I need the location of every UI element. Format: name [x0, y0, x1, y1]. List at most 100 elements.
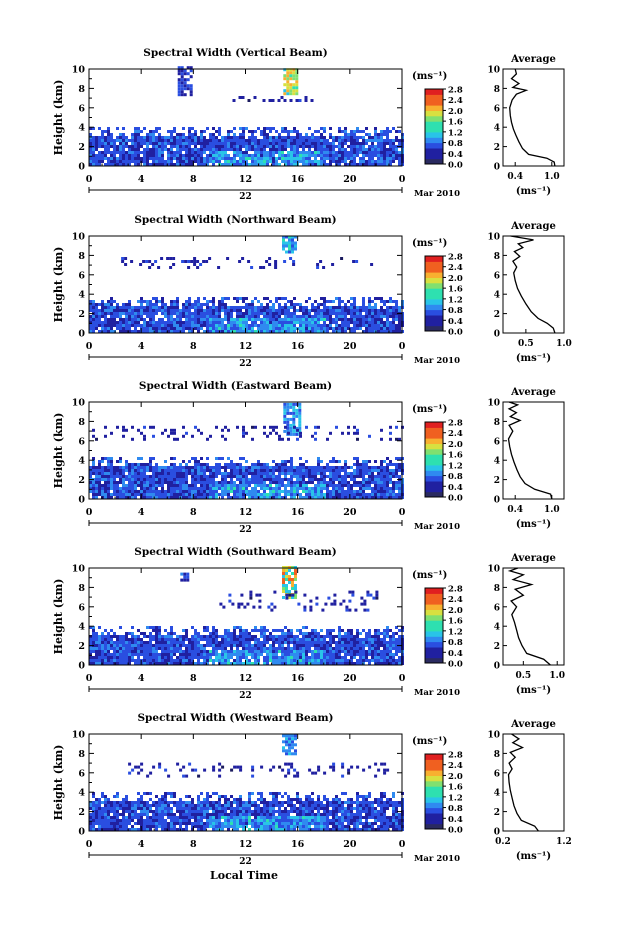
data-cell — [263, 641, 266, 644]
data-cell — [196, 266, 200, 269]
data-cell — [286, 405, 290, 409]
data-cell — [98, 463, 101, 466]
data-cell — [140, 303, 143, 306]
data-cell — [292, 402, 296, 406]
data-cell — [197, 659, 200, 662]
data-cell — [212, 300, 215, 303]
data-cell — [116, 309, 119, 312]
data-cell — [173, 154, 176, 157]
data-cell — [170, 647, 173, 650]
data-cell — [326, 463, 329, 466]
data-cell — [335, 151, 338, 154]
data-cell — [308, 309, 311, 312]
data-cell — [383, 130, 386, 133]
data-cell — [341, 318, 344, 321]
data-cell — [299, 330, 302, 333]
data-cell — [278, 157, 281, 160]
data-cell — [206, 656, 209, 659]
data-cell — [275, 641, 278, 644]
data-cell — [188, 133, 191, 136]
data-cell — [353, 321, 356, 324]
data-cell — [233, 306, 236, 309]
data-cell — [203, 653, 206, 656]
data-cell — [188, 142, 191, 145]
data-cell — [161, 496, 164, 499]
data-cell — [158, 136, 161, 139]
data-cell — [245, 127, 248, 130]
data-cell — [308, 154, 311, 157]
data-cell — [362, 163, 365, 166]
data-cell — [170, 487, 173, 490]
data-cell — [281, 312, 284, 315]
data-cell — [140, 431, 143, 435]
data-cell — [134, 327, 137, 330]
data-cell — [152, 490, 155, 493]
data-cell — [140, 466, 143, 469]
data-cell — [314, 157, 317, 160]
data-cell — [116, 127, 119, 130]
data-cell — [125, 163, 128, 166]
data-cell — [347, 659, 350, 662]
data-cell — [209, 656, 212, 659]
data-cell — [239, 457, 242, 460]
data-cell — [380, 145, 383, 148]
data-cell — [275, 493, 278, 496]
panel-title: Spectral Width (Northward Beam) — [134, 214, 336, 226]
data-cell — [215, 635, 218, 638]
data-cell — [281, 644, 284, 647]
data-cell — [356, 163, 359, 166]
data-cell — [236, 425, 239, 429]
data-cell — [266, 330, 269, 333]
data-cell — [101, 487, 104, 490]
data-cell — [167, 641, 170, 644]
data-cell — [266, 629, 269, 632]
data-cell — [242, 632, 245, 635]
data-cell — [140, 151, 143, 154]
data-cell — [152, 139, 155, 142]
data-cell — [176, 324, 179, 327]
data-cell — [185, 487, 188, 490]
data-cell — [176, 481, 179, 484]
data-cell — [386, 466, 389, 469]
data-cell — [215, 484, 218, 487]
data-cell — [191, 653, 194, 656]
data-cell — [230, 469, 233, 472]
data-cell — [113, 650, 116, 653]
data-cell — [218, 145, 221, 148]
data-cell — [155, 641, 158, 644]
data-cell — [176, 306, 179, 309]
data-cell — [172, 263, 176, 266]
data-cell — [233, 626, 236, 629]
data-cell — [236, 650, 239, 653]
data-cell — [281, 647, 284, 650]
data-cell — [98, 157, 101, 160]
data-cell — [167, 163, 170, 166]
data-cell — [176, 318, 179, 321]
data-cell — [242, 644, 245, 647]
data-cell — [173, 300, 176, 303]
data-cell — [395, 139, 398, 142]
data-cell — [286, 411, 290, 415]
data-cell — [284, 487, 287, 490]
data-cell — [113, 475, 116, 478]
data-cell — [293, 481, 296, 484]
data-cell — [292, 432, 296, 436]
data-cell — [134, 647, 137, 650]
data-cell — [278, 434, 281, 438]
data-cell — [290, 647, 293, 650]
data-cell — [386, 484, 389, 487]
data-cell — [161, 635, 164, 638]
avg-y-tick-label: 4 — [494, 291, 500, 301]
data-cell — [323, 303, 326, 306]
data-cell — [185, 306, 188, 309]
data-cell — [269, 321, 272, 324]
data-cell — [152, 157, 155, 160]
data-cell — [167, 472, 170, 475]
data-cell — [365, 463, 368, 466]
data-cell — [370, 263, 374, 266]
data-cell — [206, 303, 209, 306]
data-cell — [242, 653, 245, 656]
data-cell — [284, 130, 287, 133]
data-cell — [275, 157, 278, 160]
data-cell — [314, 472, 317, 475]
